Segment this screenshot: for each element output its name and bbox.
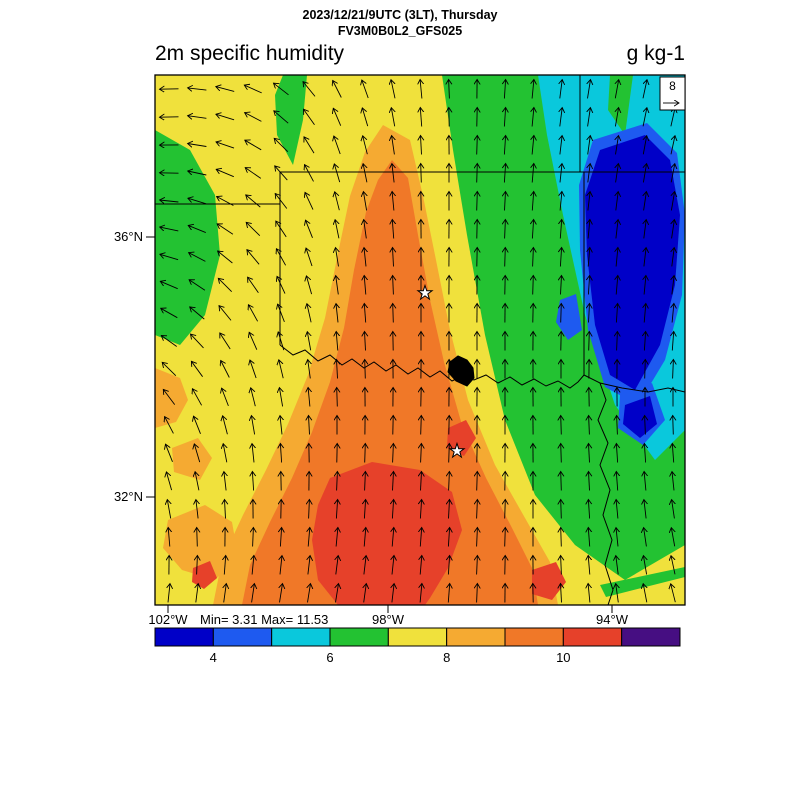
map-frame xyxy=(154,74,686,606)
humidity-region-6-7 xyxy=(600,567,685,597)
wind-arrows xyxy=(160,80,676,603)
humidity-region-10-11 xyxy=(192,561,217,589)
colorbar-segment xyxy=(271,627,331,647)
humidity-region-10-11 xyxy=(532,562,566,600)
city-star-marker xyxy=(416,283,434,301)
field-title: 2m specific humidity xyxy=(155,42,345,65)
state-border-line xyxy=(597,382,614,605)
humidity-region-8-9 xyxy=(172,438,212,480)
colorbar-tick-label: 8 xyxy=(443,650,450,665)
lon-label: 102°W xyxy=(148,612,188,627)
colorbar-tick-label: 4 xyxy=(210,650,217,665)
wind-reference-value: 8 xyxy=(669,79,676,93)
humidity-region-6-7 xyxy=(608,75,633,135)
datetime-title: 2023/12/21/9UTC (3LT), Thursday xyxy=(302,8,498,22)
lat-label: 36°N xyxy=(114,229,143,244)
colorbar-segment xyxy=(504,627,564,647)
humidity-field xyxy=(155,75,685,605)
units-label: g kg-1 xyxy=(626,42,685,65)
humidity-region-10-11 xyxy=(447,420,476,456)
wind-reference-box xyxy=(659,76,686,111)
humidity-region-8-9 xyxy=(163,505,238,580)
humidity-region-9-10 xyxy=(242,160,538,605)
colorbar-segment xyxy=(212,627,273,647)
colorbar-segment xyxy=(154,627,214,647)
colorbar: 4 6 8 10 xyxy=(154,627,681,665)
minmax-label: Min= 3.31 Max= 11.53 xyxy=(200,612,328,627)
city-star-marker xyxy=(448,441,466,459)
colorbar-tick-label: 6 xyxy=(326,650,333,665)
lon-label: 94°W xyxy=(596,612,629,627)
lat-label: 32°N xyxy=(114,489,143,504)
humidity-region-6-7 xyxy=(275,75,307,165)
colorbar-segment xyxy=(387,627,448,647)
lake-marker xyxy=(447,355,475,387)
model-run-title: FV3M0B0L2_GFS025 xyxy=(337,24,463,38)
colorbar-segment xyxy=(621,627,681,647)
humidity-region-10-11 xyxy=(312,462,462,605)
colorbar-segment xyxy=(329,627,389,647)
colorbar-segment xyxy=(562,627,623,647)
humidity-region-8-9 xyxy=(155,368,188,428)
humidity-region-<4 xyxy=(585,135,680,390)
humidity-region-6-7 xyxy=(155,130,220,345)
humidity-region-<4 xyxy=(623,396,657,438)
lon-label: 98°W xyxy=(372,612,405,627)
colorbar-tick-label: 10 xyxy=(556,650,570,665)
state-border-line xyxy=(579,75,585,375)
colorbar-segment xyxy=(446,627,506,647)
